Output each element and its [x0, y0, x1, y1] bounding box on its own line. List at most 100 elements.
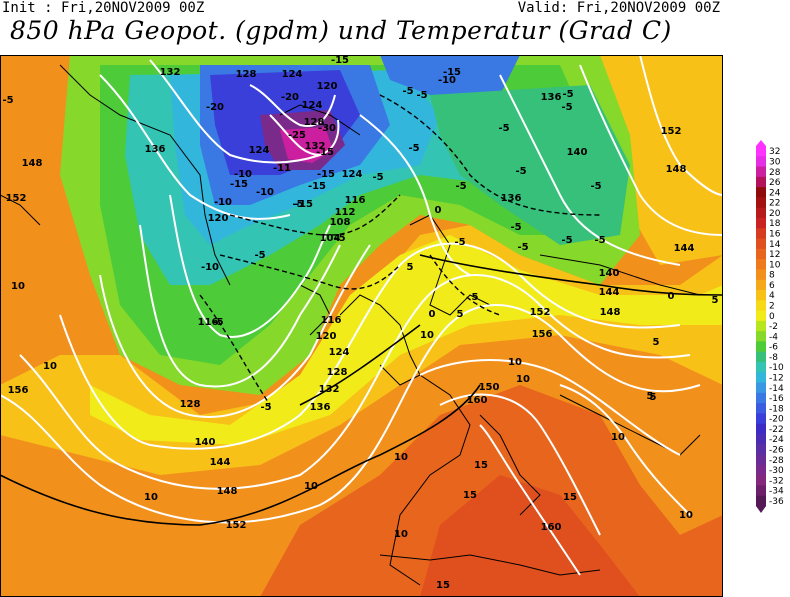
temp-label: -5: [260, 402, 271, 413]
legend-swatch: [756, 423, 766, 435]
legend-label: 28: [769, 168, 781, 178]
temp-label: 15: [474, 460, 488, 471]
legend-label: 26: [769, 178, 781, 188]
isotherms: [199, 94, 601, 406]
temp-label: -5: [292, 199, 303, 210]
height-label: 124: [302, 100, 323, 111]
temp-label: -11: [273, 163, 291, 174]
temp-label: 10: [508, 357, 522, 368]
height-label: 116: [321, 315, 342, 326]
temp-label: -5: [402, 86, 413, 97]
legend-swatch: [756, 351, 766, 363]
legend-swatch: [756, 475, 766, 486]
temp-label: -5: [408, 143, 419, 154]
temp-label: -5: [510, 222, 521, 233]
legend-label: -30: [769, 466, 784, 476]
height-label: 150: [479, 382, 500, 393]
legend-label: -20: [769, 415, 784, 425]
height-label: 136: [501, 193, 522, 204]
height-label: 152: [661, 126, 682, 137]
legend-swatch: [756, 207, 766, 219]
height-label: 156: [8, 385, 29, 396]
geopotential-contours: [0, 55, 723, 576]
height-label: 124: [329, 347, 350, 358]
temp-label: -20: [281, 92, 299, 103]
valid-time: Valid: Fri,20NOV2009 00Z: [517, 0, 720, 16]
temp-label: -5: [334, 233, 345, 244]
temp-label: 5: [712, 295, 719, 306]
legend-swatch: [756, 454, 766, 466]
legend-label: -8: [769, 353, 778, 363]
temp-label: -10: [214, 197, 232, 208]
legend-label: 14: [769, 240, 781, 250]
temp-label: -5: [590, 181, 601, 192]
temp-label: -5: [2, 95, 13, 106]
legend-swatch: [756, 238, 766, 250]
temp-label: 10: [679, 510, 693, 521]
height-label: 140: [599, 268, 620, 279]
height-label: 136: [145, 144, 166, 155]
temp-label: -5: [455, 181, 466, 192]
temp-label: -15: [295, 199, 313, 210]
height-label: 136: [541, 92, 562, 103]
height-label: 140: [567, 147, 588, 158]
height-label: 144: [674, 243, 695, 254]
height-label: 152: [530, 307, 551, 318]
height-label: 156: [532, 329, 553, 340]
legend-swatch: [756, 413, 766, 425]
legend-swatch: [756, 495, 766, 507]
legend-label: 2: [769, 302, 775, 312]
temp-label: 5: [457, 309, 464, 320]
height-label: 108: [330, 217, 351, 228]
temp-label: 5: [407, 262, 414, 273]
legend-label: 0: [769, 312, 775, 322]
legend-swatch: [756, 156, 766, 168]
temp-label: -5: [212, 317, 223, 328]
weather-map: 132 128 124 120 124 128 132 136 124 120 …: [0, 55, 723, 597]
legend-label: 30: [769, 158, 781, 168]
temp-label: -5: [517, 242, 528, 253]
legend-swatch: [756, 290, 766, 301]
temp-label: 10: [394, 452, 408, 463]
height-label: 112: [335, 207, 356, 218]
legend-swatch: [756, 382, 766, 394]
init-time: Init : Fri,20NOV2009 00Z: [2, 0, 205, 16]
height-label: 128: [304, 117, 325, 128]
temp-label: -10: [256, 187, 274, 198]
temp-label: -5: [416, 90, 427, 101]
color-legend: 32302826242220181614121086420-2-4-6-8-10…: [756, 140, 784, 513]
temp-label: -5: [498, 123, 509, 134]
temp-label: 0: [429, 309, 436, 320]
legend-swatch: [756, 248, 766, 260]
field-hot-core: [420, 475, 640, 597]
legend-label: 22: [769, 199, 780, 209]
height-label: 120: [317, 81, 338, 92]
temp-label: 15: [436, 580, 450, 591]
legend-label: -4: [769, 332, 778, 342]
height-label: 152: [226, 520, 247, 531]
temp-label: -5: [254, 250, 265, 261]
legend-label: 12: [769, 250, 780, 260]
temp-label: -10: [438, 75, 456, 86]
legend-label: -10: [769, 363, 784, 373]
height-label: 132: [319, 384, 340, 395]
legend-label: 4: [769, 291, 775, 301]
legend-swatch: [756, 279, 766, 291]
height-label: 116: [345, 195, 366, 206]
legend-label: -14: [769, 384, 784, 394]
legend-label: -2: [769, 322, 778, 332]
temp-label: -5: [561, 235, 572, 246]
temp-label: -15: [316, 147, 334, 158]
temp-label: 10: [420, 330, 434, 341]
legend-swatch: [756, 341, 766, 353]
legend-swatch: [756, 218, 766, 229]
map-title: 850 hPa Geopot. (gpdm) und Temperatur (G…: [10, 16, 672, 45]
height-label: 116: [198, 317, 219, 328]
temp-label: -5: [594, 235, 605, 246]
temp-label: -15: [443, 67, 461, 78]
legend-label: 16: [769, 230, 781, 240]
height-label: 128: [180, 399, 201, 410]
temp-label: -5: [562, 89, 573, 100]
legend-swatch: [756, 362, 766, 373]
legend-swatch: [756, 228, 766, 240]
